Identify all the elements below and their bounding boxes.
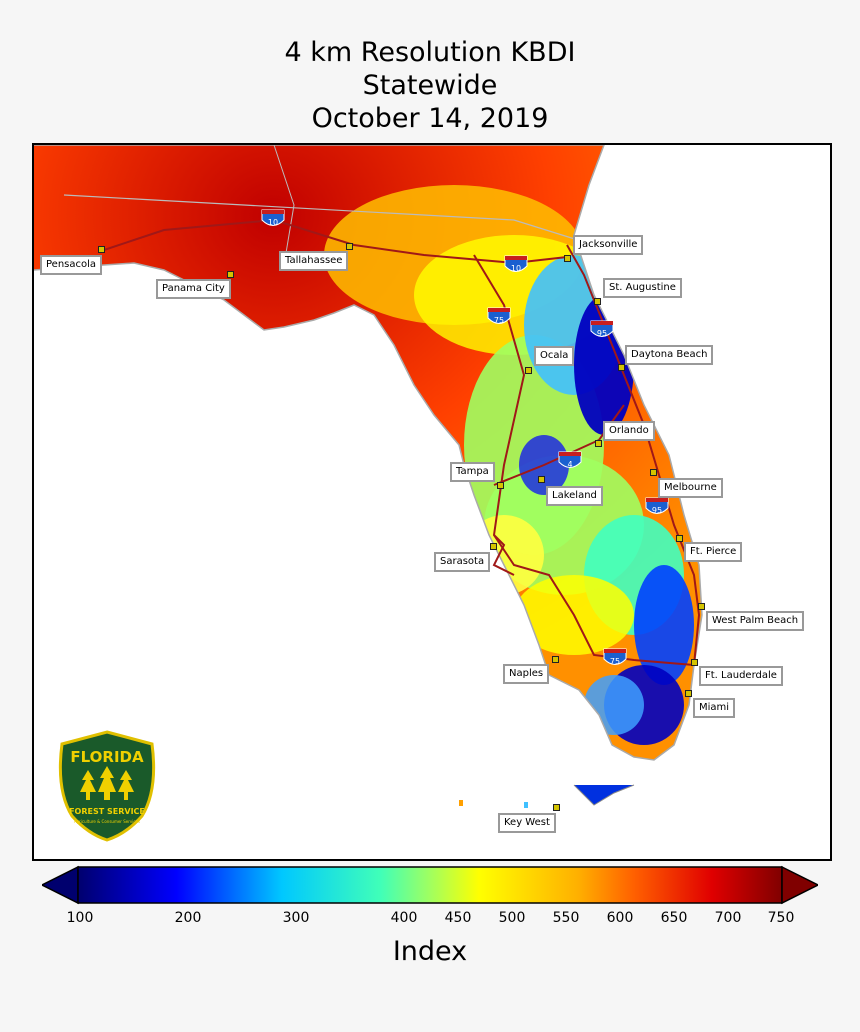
city-label-key-west: Key West — [498, 813, 556, 833]
city-label-naples: Naples — [503, 664, 550, 684]
tick-label: 550 — [552, 910, 580, 926]
interstate-shield-4: 4 — [558, 451, 582, 469]
interstate-shield-75-north: 75 — [487, 307, 511, 325]
florida-forest-service-logo: FLORIDA FOREST SERVICE Agriculture & Con… — [52, 730, 162, 842]
city-label-tallahassee: Tallahassee — [279, 251, 349, 271]
city-label-ocala: Ocala — [534, 346, 575, 366]
city-marker-ft-lauderdale — [691, 659, 698, 666]
tick-label: 650 — [660, 910, 688, 926]
interstate-shield-75-south: 75 — [603, 648, 627, 666]
city-marker-st-augustine — [594, 298, 601, 305]
city-label-ft-lauderdale: Ft. Lauderdale — [699, 666, 783, 686]
title-line-1: 4 km Resolution KBDI — [284, 37, 576, 68]
city-label-ft-pierce: Ft. Pierce — [684, 542, 743, 562]
city-label-sarasota: Sarasota — [434, 552, 491, 572]
city-label-orlando: Orlando — [603, 421, 655, 441]
city-marker-naples — [552, 656, 559, 663]
svg-text:75: 75 — [610, 657, 620, 666]
title-line-3: October 14, 2019 — [311, 103, 549, 134]
svg-text:10: 10 — [511, 264, 521, 273]
interstate-shield-10-east: 10 — [504, 255, 528, 273]
city-marker-lakeland — [538, 476, 545, 483]
svg-text:4: 4 — [567, 460, 572, 469]
city-marker-sarasota — [490, 543, 497, 550]
tick-label: 600 — [606, 910, 634, 926]
svg-text:75: 75 — [494, 316, 504, 325]
colorbar — [40, 865, 820, 905]
city-marker-ft-pierce — [676, 535, 683, 542]
tick-label: 400 — [390, 910, 418, 926]
city-marker-jacksonville — [564, 255, 571, 262]
tick-label: 500 — [498, 910, 526, 926]
tick-label: 450 — [444, 910, 472, 926]
city-label-west-palm-beach: West Palm Beach — [706, 611, 805, 631]
city-label-daytona-beach: Daytona Beach — [625, 345, 714, 365]
interstate-shield-10-west: 10 — [261, 209, 285, 227]
svg-text:95: 95 — [597, 329, 607, 338]
city-marker-pensacola — [98, 246, 105, 253]
city-marker-ocala — [525, 367, 532, 374]
map-title: 4 km Resolution KBDI Statewide October 1… — [0, 36, 860, 135]
city-marker-panama-city — [227, 271, 234, 278]
svg-text:FLORIDA: FLORIDA — [70, 748, 144, 766]
tick-label: 750 — [767, 910, 795, 926]
city-label-miami: Miami — [693, 698, 736, 718]
city-marker-orlando — [595, 440, 602, 447]
interstate-shield-95-south: 95 — [645, 497, 669, 515]
city-label-tampa: Tampa — [450, 462, 495, 482]
city-label-panama-city: Panama City — [156, 279, 231, 299]
tick-label: 200 — [174, 910, 202, 926]
title-line-2: Statewide — [362, 70, 498, 101]
svg-text:FOREST SERVICE: FOREST SERVICE — [69, 807, 145, 816]
city-label-lakeland: Lakeland — [546, 486, 603, 506]
city-marker-miami — [685, 690, 692, 697]
map-panel: 10 10 75 95 4 95 75 — [32, 143, 832, 861]
city-label-melbourne: Melbourne — [658, 478, 723, 498]
colorbar-ticks: 100 200 300 400 450 500 550 600 650 700 … — [0, 910, 860, 930]
city-label-st-augustine: St. Augustine — [603, 278, 682, 298]
colorbar-label: Index — [392, 936, 468, 967]
city-marker-daytona-beach — [618, 364, 625, 371]
tick-label: 100 — [66, 910, 94, 926]
tick-label: 300 — [282, 910, 310, 926]
svg-text:10: 10 — [268, 218, 278, 227]
city-label-jacksonville: Jacksonville — [573, 235, 644, 255]
city-label-pensacola: Pensacola — [40, 255, 103, 275]
city-marker-west-palm-beach — [698, 603, 705, 610]
svg-text:Agriculture & Consumer Service: Agriculture & Consumer Services — [74, 819, 140, 824]
city-marker-tallahassee — [346, 243, 353, 250]
city-marker-key-west — [553, 804, 560, 811]
city-marker-melbourne — [650, 469, 657, 476]
interstate-shield-95-north: 95 — [590, 320, 614, 338]
svg-text:95: 95 — [652, 506, 662, 515]
city-marker-tampa — [497, 482, 504, 489]
tick-label: 700 — [714, 910, 742, 926]
